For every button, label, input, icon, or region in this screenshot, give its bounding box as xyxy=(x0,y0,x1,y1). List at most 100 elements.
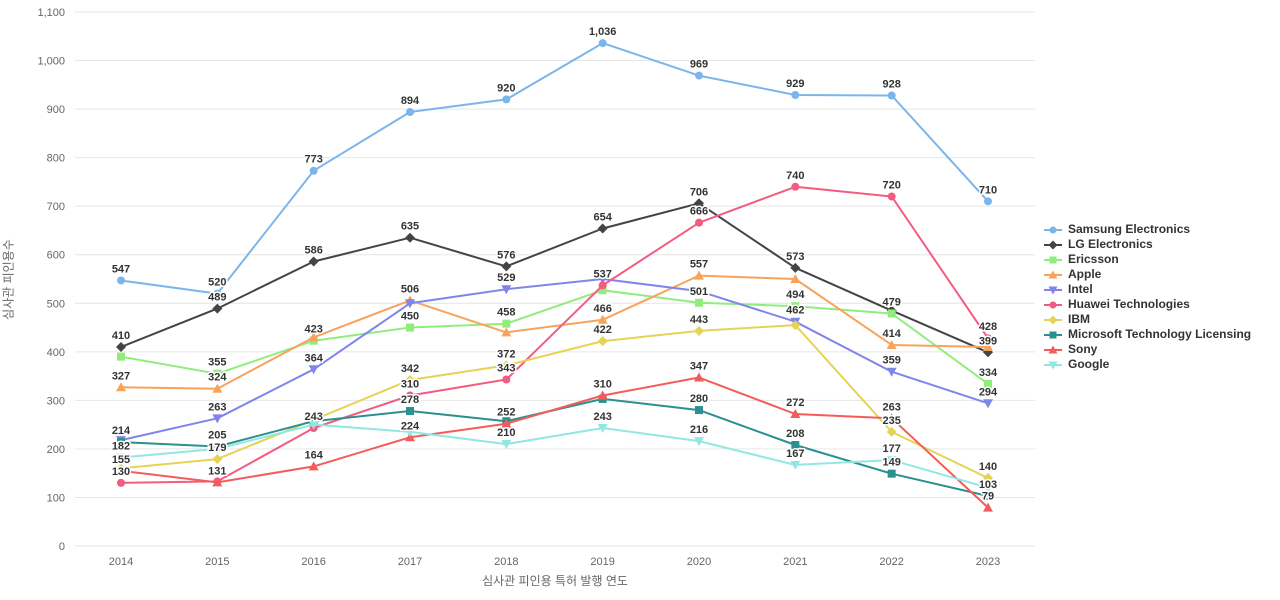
data-point-marker[interactable] xyxy=(406,323,414,332)
data-point-marker[interactable] xyxy=(598,39,607,48)
data-point-marker[interactable] xyxy=(694,325,704,336)
data-point-marker[interactable] xyxy=(116,453,126,463)
data-point-marker[interactable] xyxy=(597,275,608,284)
data-point-marker[interactable] xyxy=(791,302,800,311)
data-point-marker[interactable] xyxy=(405,232,415,243)
data-point-marker[interactable] xyxy=(308,365,319,375)
data-point-marker[interactable] xyxy=(598,286,607,295)
data-point-marker[interactable] xyxy=(886,340,897,350)
data-point-marker[interactable] xyxy=(886,426,897,437)
data-point-marker[interactable] xyxy=(983,483,993,493)
data-point-marker[interactable] xyxy=(984,491,992,500)
data-point-marker[interactable] xyxy=(791,182,800,191)
data-point-marker[interactable] xyxy=(694,372,704,382)
data-point-marker[interactable] xyxy=(597,223,608,234)
data-point-marker[interactable] xyxy=(1048,315,1058,324)
data-point-marker[interactable] xyxy=(212,477,223,487)
data-point-marker[interactable] xyxy=(1049,226,1057,233)
data-point-marker[interactable] xyxy=(597,390,608,400)
data-point-marker[interactable] xyxy=(983,399,993,409)
data-point-marker[interactable] xyxy=(694,198,704,209)
data-point-marker[interactable] xyxy=(117,438,125,447)
data-point-marker[interactable] xyxy=(1048,361,1058,369)
data-point-marker[interactable] xyxy=(886,456,897,466)
data-point-marker[interactable] xyxy=(695,71,703,80)
series-lg-electronics[interactable] xyxy=(116,198,993,358)
legend-item-samsung-electronics[interactable]: Samsung Electronics xyxy=(1043,222,1251,237)
data-point-marker[interactable] xyxy=(502,319,511,328)
data-point-marker[interactable] xyxy=(212,454,223,465)
data-point-marker[interactable] xyxy=(1049,331,1057,338)
data-point-marker[interactable] xyxy=(1049,256,1057,263)
data-point-marker[interactable] xyxy=(212,383,223,393)
data-point-marker[interactable] xyxy=(502,375,511,384)
data-point-marker[interactable] xyxy=(116,341,126,352)
data-point-marker[interactable] xyxy=(213,369,222,378)
data-point-marker[interactable] xyxy=(694,437,704,447)
data-point-marker[interactable] xyxy=(501,360,512,371)
legend-item-apple[interactable]: Apple xyxy=(1043,267,1251,282)
data-point-marker[interactable] xyxy=(308,256,319,267)
data-point-marker[interactable] xyxy=(117,478,125,487)
data-point-marker[interactable] xyxy=(405,427,415,437)
data-point-marker[interactable] xyxy=(695,298,703,307)
data-point-marker[interactable] xyxy=(983,502,993,512)
data-point-marker[interactable] xyxy=(984,197,992,206)
data-point-marker[interactable] xyxy=(694,270,704,280)
series-sony[interactable] xyxy=(116,372,993,512)
data-point-marker[interactable] xyxy=(212,303,223,314)
legend-item-lg-electronics[interactable]: LG Electronics xyxy=(1043,237,1251,252)
series-google[interactable] xyxy=(116,420,993,493)
legend-item-huawei-technologies[interactable]: Huawei Technologies xyxy=(1043,297,1251,312)
data-point-marker[interactable] xyxy=(790,408,801,418)
data-point-marker[interactable] xyxy=(695,406,703,415)
data-point-marker[interactable] xyxy=(308,461,319,471)
data-point-marker[interactable] xyxy=(984,334,992,343)
data-point-marker[interactable] xyxy=(116,382,126,392)
data-point-marker[interactable] xyxy=(598,281,607,290)
data-point-marker[interactable] xyxy=(984,379,992,388)
data-point-marker[interactable] xyxy=(790,460,801,470)
data-point-marker[interactable] xyxy=(501,418,512,428)
data-point-marker[interactable] xyxy=(791,91,800,100)
legend-item-google[interactable]: Google xyxy=(1043,357,1251,372)
data-point-marker[interactable] xyxy=(501,261,512,272)
data-point-marker[interactable] xyxy=(887,192,896,201)
data-point-marker[interactable] xyxy=(597,314,608,324)
data-point-marker[interactable] xyxy=(791,441,800,450)
data-point-marker[interactable] xyxy=(212,414,223,424)
data-point-marker[interactable] xyxy=(694,287,704,297)
data-point-marker[interactable] xyxy=(983,341,993,351)
data-point-marker[interactable] xyxy=(117,276,125,285)
data-point-marker[interactable] xyxy=(116,465,126,475)
legend-item-microsoft-technology-licensing[interactable]: Microsoft Technology Licensing xyxy=(1043,327,1251,342)
legend-item-intel[interactable]: Intel xyxy=(1043,282,1251,297)
data-point-marker[interactable] xyxy=(213,289,222,298)
data-point-marker[interactable] xyxy=(887,309,896,318)
data-point-marker[interactable] xyxy=(501,285,512,295)
data-point-marker[interactable] xyxy=(887,469,896,478)
data-point-marker[interactable] xyxy=(406,391,414,400)
data-point-marker[interactable] xyxy=(695,218,703,227)
data-point-marker[interactable] xyxy=(597,424,608,434)
data-point-marker[interactable] xyxy=(597,336,608,347)
data-point-marker[interactable] xyxy=(405,374,415,385)
series-ericsson[interactable] xyxy=(117,286,992,388)
data-point-marker[interactable] xyxy=(1049,301,1057,308)
series-samsung-electronics[interactable] xyxy=(117,39,992,298)
data-point-marker[interactable] xyxy=(1048,270,1058,278)
data-point-marker[interactable] xyxy=(983,473,993,484)
data-point-marker[interactable] xyxy=(308,332,319,342)
data-point-marker[interactable] xyxy=(501,440,512,450)
data-point-marker[interactable] xyxy=(1048,240,1058,249)
data-point-marker[interactable] xyxy=(309,166,318,175)
data-point-marker[interactable] xyxy=(405,299,415,309)
legend-item-ericsson[interactable]: Ericsson xyxy=(1043,252,1251,267)
data-point-marker[interactable] xyxy=(886,367,897,377)
data-point-marker[interactable] xyxy=(887,91,896,100)
data-point-marker[interactable] xyxy=(308,420,319,430)
data-point-marker[interactable] xyxy=(501,327,512,337)
legend-item-ibm[interactable]: IBM xyxy=(1043,312,1251,327)
data-point-marker[interactable] xyxy=(1048,345,1058,353)
data-point-marker[interactable] xyxy=(406,407,414,416)
